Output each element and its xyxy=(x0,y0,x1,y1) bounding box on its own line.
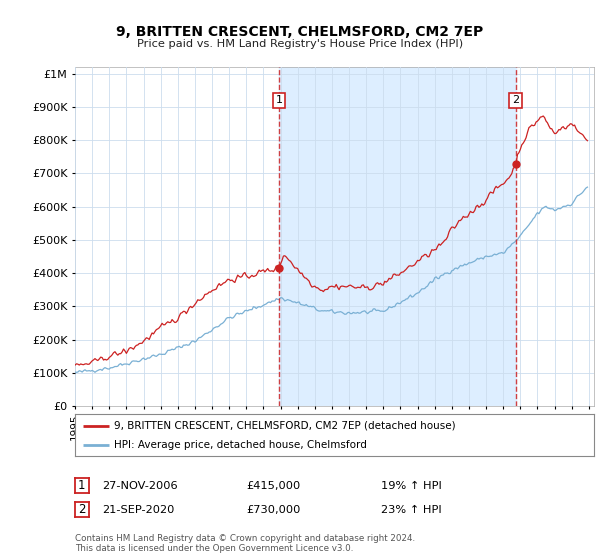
Text: Price paid vs. HM Land Registry's House Price Index (HPI): Price paid vs. HM Land Registry's House … xyxy=(137,39,463,49)
Text: 1: 1 xyxy=(275,95,283,105)
Text: HPI: Average price, detached house, Chelmsford: HPI: Average price, detached house, Chel… xyxy=(114,440,367,450)
Text: This data is licensed under the Open Government Licence v3.0.: This data is licensed under the Open Gov… xyxy=(75,544,353,553)
Text: 27-NOV-2006: 27-NOV-2006 xyxy=(102,480,178,491)
Text: Contains HM Land Registry data © Crown copyright and database right 2024.: Contains HM Land Registry data © Crown c… xyxy=(75,534,415,543)
Text: 2: 2 xyxy=(78,503,86,516)
Text: 2: 2 xyxy=(512,95,519,105)
Text: 21-SEP-2020: 21-SEP-2020 xyxy=(102,505,175,515)
Text: 9, BRITTEN CRESCENT, CHELMSFORD, CM2 7EP (detached house): 9, BRITTEN CRESCENT, CHELMSFORD, CM2 7EP… xyxy=(114,421,455,431)
Text: 9, BRITTEN CRESCENT, CHELMSFORD, CM2 7EP: 9, BRITTEN CRESCENT, CHELMSFORD, CM2 7EP xyxy=(116,25,484,39)
Text: 19% ↑ HPI: 19% ↑ HPI xyxy=(381,480,442,491)
Text: £415,000: £415,000 xyxy=(246,480,300,491)
Text: £730,000: £730,000 xyxy=(246,505,301,515)
Text: 1: 1 xyxy=(78,479,86,492)
Text: 23% ↑ HPI: 23% ↑ HPI xyxy=(381,505,442,515)
Bar xyxy=(279,67,515,406)
